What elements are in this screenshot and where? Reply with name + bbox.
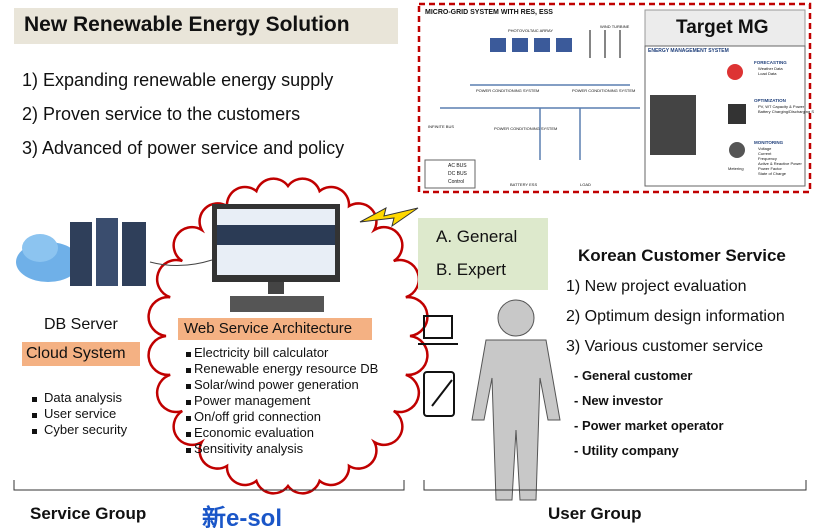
servers [70,218,146,286]
lightning [359,207,419,228]
ems-item: Current [758,151,772,156]
bullet [186,368,191,373]
group-brackets [13,480,807,491]
mg-label: POWER CONDITIONING SYSTEM [494,126,558,131]
bullet [32,413,37,418]
bus-lines [440,84,640,160]
mg-label: POWER CONDITIONING SYSTEM [572,88,636,93]
mode: A. General [436,227,518,246]
target-label: Target MG [676,17,769,38]
web-feature: Sensitivity analysis [194,441,304,456]
customer-item: 2) Optimum design information [566,308,785,325]
cloud-label: Cloud System [26,345,126,362]
ems-item: Power Factor [758,166,782,171]
bullet [186,432,191,437]
ems-section: FORECASTING [754,60,787,65]
ems-title: ENERGY MANAGEMENT SYSTEM [648,48,729,54]
web-feature: On/off grid connection [194,409,321,424]
mg-label: PHOTOVOLTAIC ARRAY [508,28,554,33]
goal: 1) Expanding renewable energy supply [22,70,334,90]
title: New Renewable Energy Solution [24,13,350,36]
bullet [186,416,191,421]
laptop-icon [418,315,458,345]
person [471,299,561,501]
db-feature: Data analysis [44,390,123,405]
db-feature: User service [44,406,117,421]
customer-type: - General customer [574,368,693,383]
microgrid-title: MICRO-GRID SYSTEM WITH RES, ESS [425,9,553,16]
bullet [186,400,191,405]
web-feature: Renewable energy resource DB [194,361,379,376]
legend-box [424,159,476,189]
title-box [14,8,398,44]
ems-section: OPTIMIZATION [754,98,786,103]
mode-box [418,218,548,290]
customer-title: Korean Customer Service [578,246,786,265]
web-feature: Power management [194,393,311,408]
monitor-stand [268,282,284,294]
mode: B. Expert [436,260,506,279]
web-title: Web Service Architecture [184,320,353,337]
ems-item: Load Data [758,71,777,76]
optimization-icon [728,104,746,124]
goal: 2) Proven service to the customers [22,104,301,124]
bullet [32,429,37,434]
ems-item: Battery Charging/Discharging Scheduling [758,109,814,114]
web-feature: Solar/wind power generation [194,377,359,392]
customer-type: - Utility company [574,443,679,458]
cloud-box [22,342,140,366]
mg-label: BATTERY ESS [510,182,538,187]
tablet-icon [423,371,455,417]
keyboard [230,296,324,312]
web-feature: Economic evaluation [194,425,314,440]
db-feature: Cyber security [44,422,128,437]
wind-turbines [589,30,621,58]
cable [149,259,213,266]
web-feature: Electricity bill calculator [194,345,329,360]
ems-item: Voltage [758,146,772,151]
logo: 新e-sol [202,505,283,528]
legend-entry: DC BUS [448,171,467,177]
db-cloud-icon [16,234,80,282]
ems-item: Active & Reactive Power [758,161,802,166]
ems-item: PV, WT Capacity & Power [758,104,805,109]
ems-section: MONITORING [754,140,784,145]
metering-icon [729,142,745,158]
user-group: User Group [548,504,642,523]
customer-item: 1) New project evaluation [566,278,747,295]
db-label: DB Server [44,316,118,333]
screen-banner [217,225,335,245]
ems-cabinet [650,95,696,155]
mg-label: POWER CONDITIONING SYSTEM [476,88,540,93]
bullet [32,397,37,402]
legend-entry: AC BUS [448,163,467,169]
metering: Metering [728,166,744,171]
mg-label: LOAD [580,182,591,187]
ems-item: State of Charge [758,171,787,176]
customer-type: - Power market operator [574,418,724,433]
forecast-icon [727,64,743,80]
mg-label: INFINITE BUS [428,124,455,129]
ems-item: Frequency [758,156,777,161]
goal: 3) Advanced of power service and policy [22,138,345,158]
bullet [186,384,191,389]
customer-item: 3) Various customer service [566,338,764,355]
service-group: Service Group [30,504,147,523]
pv-panels [490,38,572,52]
mg-label: WIND TURBINE [600,24,630,29]
legend-entry: Control [448,179,465,185]
web-title-box [178,318,372,340]
ems-item: Weather Data [758,66,783,71]
customer-type: - New investor [574,393,663,408]
bullet [186,448,191,453]
target-box [644,9,806,47]
bullet [186,352,191,357]
